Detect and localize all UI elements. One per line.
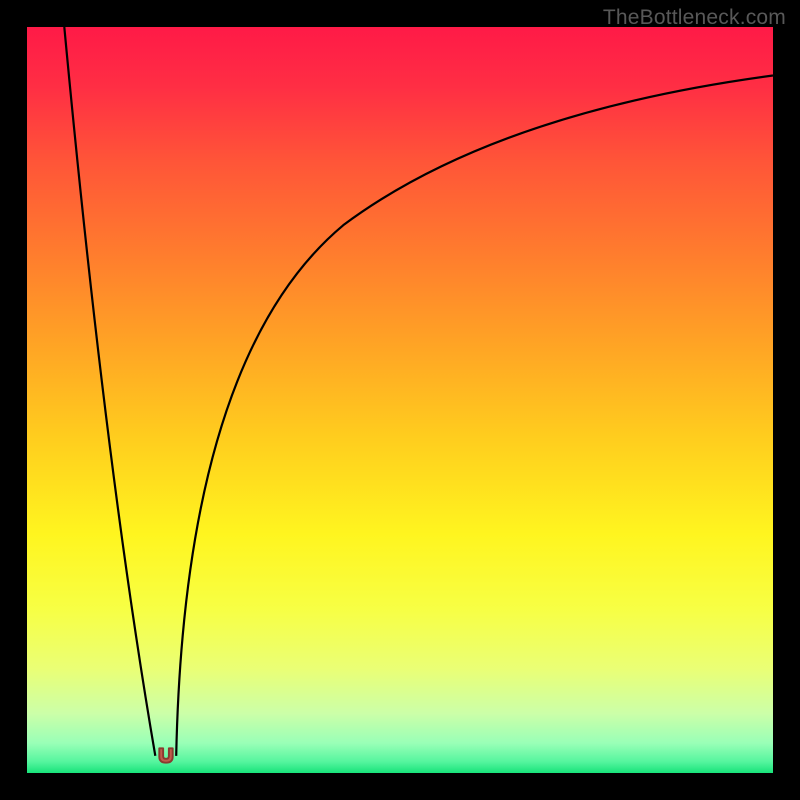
watermark-text: TheBottleneck.com: [603, 6, 786, 30]
right-branch: [176, 75, 773, 755]
chart-container: TheBottleneck.com: [0, 0, 800, 800]
u-shape-icon: [159, 749, 172, 763]
bottleneck-marker: [154, 744, 177, 767]
left-branch: [64, 27, 155, 756]
bottleneck-curve: [27, 27, 773, 773]
plot-area: [27, 27, 773, 773]
